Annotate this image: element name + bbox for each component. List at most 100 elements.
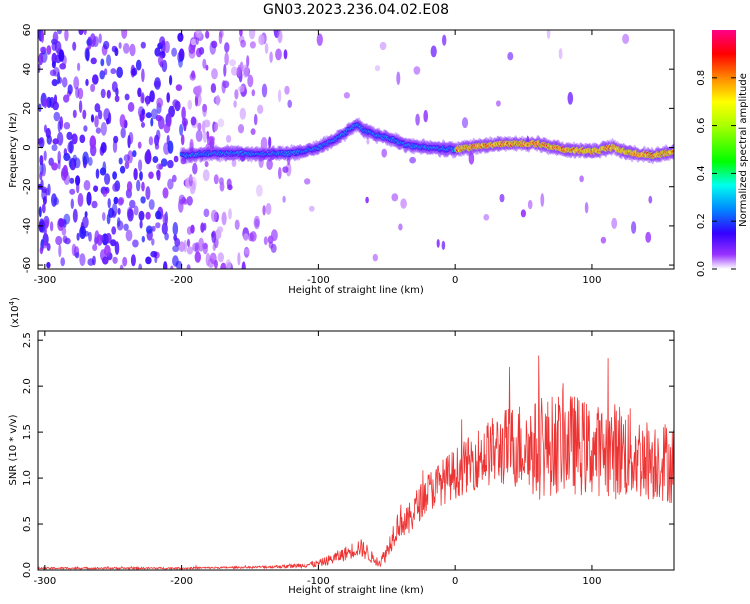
spectrogram-noise-cell (189, 138, 194, 151)
spectrogram-noise-cell (113, 135, 119, 144)
spectrogram-noise-cell (253, 113, 258, 126)
spectrogram-noise-cell (75, 175, 81, 186)
spectrogram-noise-cell (58, 49, 65, 62)
spectrogram-noise-cell (153, 80, 161, 88)
spectrogram-noise-cell (55, 235, 63, 246)
spectrogram-noise-cell (430, 45, 437, 58)
spectrogram-noise-cell (257, 104, 264, 115)
spectrogram-noise-cell (248, 30, 256, 40)
spectrogram-noise-cell (60, 257, 65, 267)
spectrogram-noise-cell (69, 188, 76, 195)
spectrogram-noise-cell (46, 45, 52, 55)
spectrogram-noise-cell (61, 77, 68, 88)
spectrogram-noise-cell (265, 203, 272, 215)
spectrogram-noise-cell (188, 174, 193, 187)
spectrogram-noise-cell (239, 107, 246, 120)
spectrogram-noise-cell (600, 236, 607, 244)
spectrogram-noise-cell (208, 135, 215, 143)
spectrogram-noise-cell (136, 179, 141, 192)
spectrogram-noise-cell (225, 259, 232, 269)
spectrogram-noise-cell (53, 197, 59, 206)
colorbar-ticks: 0.0 0.2 0.4 0.6 0.8 (696, 70, 736, 277)
x-tick-label: -100 (307, 275, 330, 286)
spectrogram-noise-cell (145, 149, 151, 163)
snr-x-axis-label: Height of straight line (km) (288, 585, 424, 596)
spectrogram-noise-cell (135, 59, 142, 71)
spectrogram-noise-cell (58, 218, 65, 228)
spectrogram-noise-cell (213, 123, 218, 132)
spectrogram-noise-cell (247, 74, 254, 88)
spectrogram-noise-cell (112, 182, 119, 192)
spectrogram-noise-cell (85, 48, 90, 62)
spectrogram-noise-cell (98, 33, 102, 44)
spectrogram-noise-cell (131, 67, 138, 77)
x-tick-label: 0 (452, 275, 458, 286)
spectrogram-noise-cell (461, 117, 469, 129)
spectrogram-noise-cell (198, 47, 205, 55)
spectrogram-noise-cell (415, 113, 420, 126)
spectrogram-noise-cell (139, 171, 143, 181)
spectrogram-noise-cell (70, 198, 75, 210)
spectrogram-noise-cell (237, 252, 241, 266)
spectrogram-noise-cell (219, 181, 225, 192)
spectrogram-noise-cell (180, 134, 185, 146)
spectrogram-noise-cell (39, 155, 44, 166)
spectrogram-noise-cell (83, 125, 88, 132)
spectrogram-noise-cell (86, 191, 92, 206)
spectrogram-noise-cell (374, 65, 381, 72)
spectrogram-noise-cell (77, 62, 81, 72)
spectrogram-noise-cell (151, 225, 156, 232)
spectrogram-noise-cell (178, 57, 183, 68)
spectrogram-noise-cell (203, 131, 207, 143)
spectrogram-noise-cell (190, 116, 197, 126)
spectrogram-noise-cell (43, 98, 48, 109)
spectrogram-noise-cell (123, 43, 130, 54)
spectrogram-noise-cell (41, 163, 46, 177)
spectrogram-noise-cell (118, 42, 122, 49)
spectrogram-noise-cell (43, 150, 47, 161)
spectrogram-noise-cell (234, 219, 240, 230)
spectrogram-noise-cell (251, 89, 256, 97)
spectrogram-noise-cell (170, 265, 174, 269)
spectrogram-noise-cell (231, 66, 238, 76)
spectrogram-noise-cell (133, 205, 139, 216)
colorbar-gradient (712, 30, 736, 269)
spectrogram-noise-cell (190, 38, 197, 46)
spectrogram-noise-cell (78, 30, 84, 36)
spectrogram-noise-cell (82, 216, 89, 229)
spectrogram-noise-cell (94, 230, 100, 244)
spectrogram-noise-cell (631, 221, 637, 234)
spectrogram-noise-cell (239, 30, 243, 37)
spectrogram-noise-cell (154, 47, 161, 57)
spectrogram-noise-cell (127, 208, 134, 222)
spectrogram-noise-cell (231, 159, 237, 168)
spectrogram-noise-cell (343, 92, 350, 99)
spectrogram-noise-cell (158, 116, 165, 130)
spectrogram-noise-cell (527, 199, 533, 210)
spectrogram-noise-cell (43, 241, 47, 249)
spectrogram-noise-cell (83, 180, 91, 191)
spectrogram-noise-cell (62, 235, 68, 244)
spectrogram-noise-cell (155, 222, 161, 229)
spectrogram-noise-cell (139, 113, 145, 123)
spectrogram-noise-cell (227, 184, 233, 191)
spectrogram-noise-cell (204, 161, 209, 168)
spectrogram-noise-cell (113, 196, 119, 205)
spectrogram-noise-cell (258, 34, 265, 46)
spectrogram-noise-cell (138, 159, 143, 172)
spectrogram-noise-cell (41, 203, 46, 214)
spectrogram-noise-cell (179, 123, 184, 136)
spectrogram-noise-cell (172, 222, 179, 236)
snr-y-axis-label: SNR (10 * v/v) (8, 414, 19, 485)
spectrogram-noise-cell (52, 138, 59, 145)
spectrogram-noise-cell (104, 244, 111, 257)
spectrogram-noise-cell (611, 217, 618, 229)
spectrogram-noise-cell (120, 127, 126, 139)
spectrogram-noise-cell (200, 222, 205, 233)
spectrogram-noise-cell (51, 162, 58, 171)
spectrogram-noise-cell (161, 59, 168, 73)
spectrogram-noise-cell (44, 219, 49, 229)
y-tick-label: 0 (22, 144, 33, 150)
spectrogram-y-axis-label: Frequency (Hz) (8, 112, 19, 188)
